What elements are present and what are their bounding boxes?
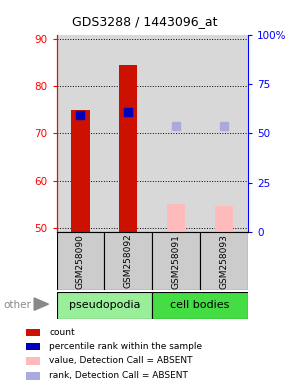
Text: rank, Detection Call = ABSENT: rank, Detection Call = ABSENT <box>49 371 188 381</box>
Bar <box>215 207 233 232</box>
Bar <box>26 329 40 336</box>
Bar <box>152 292 248 319</box>
Bar <box>167 204 185 232</box>
Text: cell bodies: cell bodies <box>171 300 230 310</box>
Text: other: other <box>3 300 31 310</box>
Bar <box>200 232 248 290</box>
Text: GSM258093: GSM258093 <box>220 234 229 288</box>
Point <box>222 123 226 129</box>
Bar <box>26 357 40 364</box>
Text: value, Detection Call = ABSENT: value, Detection Call = ABSENT <box>49 356 193 365</box>
Bar <box>57 35 104 232</box>
Bar <box>104 35 152 232</box>
Bar <box>200 35 248 232</box>
Text: GSM258092: GSM258092 <box>124 234 133 288</box>
Text: GDS3288 / 1443096_at: GDS3288 / 1443096_at <box>72 15 218 28</box>
Bar <box>119 65 137 232</box>
Text: count: count <box>49 328 75 337</box>
Text: GSM258091: GSM258091 <box>172 234 181 288</box>
Bar <box>152 35 200 232</box>
Bar <box>57 292 152 319</box>
Bar <box>104 232 152 290</box>
Bar <box>26 372 40 380</box>
Bar <box>71 110 90 232</box>
Text: percentile rank within the sample: percentile rank within the sample <box>49 342 202 351</box>
Text: pseudopodia: pseudopodia <box>69 300 140 310</box>
Point <box>126 109 130 115</box>
Bar <box>26 343 40 350</box>
Text: GSM258090: GSM258090 <box>76 234 85 288</box>
Bar <box>57 232 104 290</box>
Polygon shape <box>34 298 48 310</box>
Bar <box>152 232 200 290</box>
Point <box>174 123 178 129</box>
Point <box>78 111 83 118</box>
